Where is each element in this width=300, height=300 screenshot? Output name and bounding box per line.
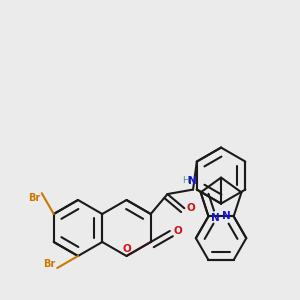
Text: N: N bbox=[188, 176, 197, 186]
Text: Br: Br bbox=[28, 193, 40, 203]
Text: O: O bbox=[122, 244, 131, 254]
Text: Br: Br bbox=[43, 259, 55, 269]
Text: O: O bbox=[187, 203, 196, 213]
Text: N: N bbox=[211, 213, 220, 223]
Text: O: O bbox=[173, 226, 182, 236]
Text: N: N bbox=[222, 211, 231, 221]
Text: H: H bbox=[182, 176, 188, 185]
